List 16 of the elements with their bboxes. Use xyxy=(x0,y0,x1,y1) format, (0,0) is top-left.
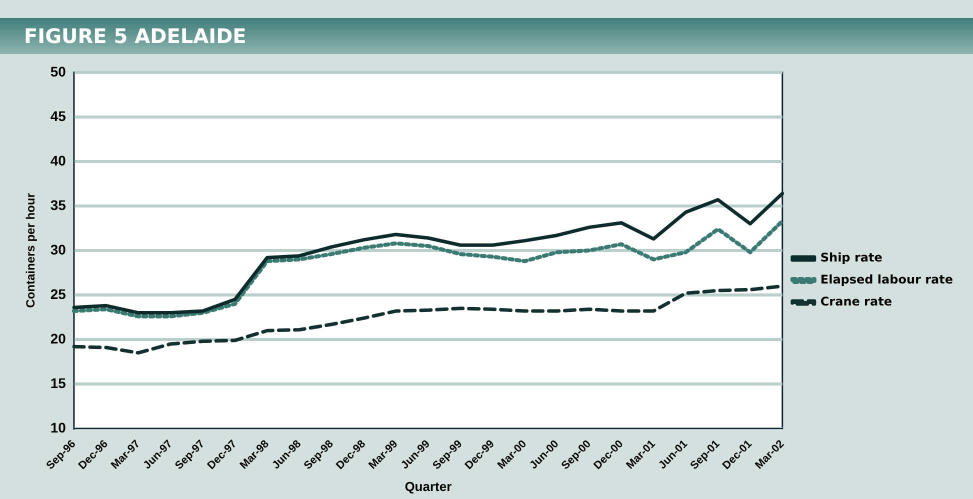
y-tick-label: 50 xyxy=(50,63,66,80)
legend-label: Ship rate xyxy=(820,250,882,265)
y-tick-label: 40 xyxy=(50,152,66,168)
y-axis-title: Containers per hour xyxy=(24,192,38,308)
y-tick-label: 45 xyxy=(50,108,66,124)
legend-label: Crane rate xyxy=(820,294,892,309)
legend-label: Elapsed labour rate xyxy=(820,272,954,287)
y-tick-label: 25 xyxy=(50,286,66,302)
line-series xyxy=(72,219,784,318)
x-axis-title: Quarter xyxy=(404,478,452,494)
y-tick-label: 10 xyxy=(50,419,66,436)
y-tick-label: 30 xyxy=(50,241,66,258)
y-tick-label: 20 xyxy=(50,330,66,346)
y-tick-label: 35 xyxy=(50,196,66,213)
y-tick-label: 15 xyxy=(50,374,66,391)
chart-title: FIGURE 5 ADELAIDE xyxy=(0,18,973,54)
